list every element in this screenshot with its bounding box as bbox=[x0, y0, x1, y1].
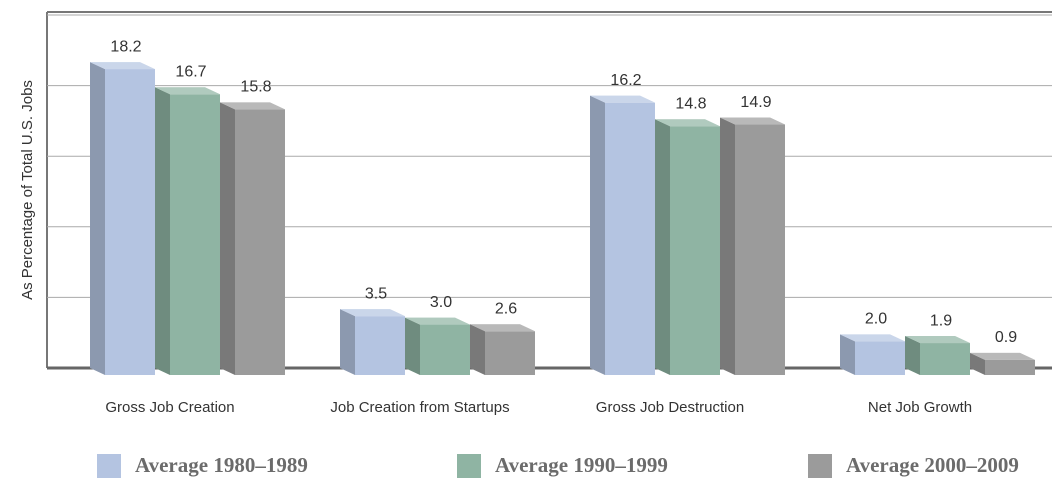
bar-top bbox=[720, 117, 785, 125]
bar-side bbox=[90, 62, 105, 376]
bar bbox=[220, 102, 285, 376]
bar-side bbox=[970, 352, 985, 375]
x-tick-label: Job Creation from Startups bbox=[330, 399, 509, 416]
bar bbox=[470, 324, 535, 375]
bar-top-light bbox=[90, 62, 155, 70]
value-label: 16.2 bbox=[610, 72, 641, 89]
bar-top-light bbox=[970, 352, 1035, 360]
bar-front bbox=[735, 124, 785, 376]
bar bbox=[340, 309, 405, 375]
bar-side bbox=[905, 336, 920, 375]
bar-front bbox=[855, 341, 905, 375]
x-tick-label: Gross Job Destruction bbox=[596, 399, 744, 416]
bar-side-shade bbox=[905, 336, 920, 375]
bar-top bbox=[470, 324, 535, 332]
bar-top-light bbox=[405, 317, 470, 325]
bar bbox=[905, 336, 970, 375]
bar-side bbox=[155, 87, 170, 376]
bar-side-shade bbox=[155, 87, 170, 376]
bar-side-shade bbox=[840, 334, 855, 375]
bar-side-shade bbox=[90, 62, 105, 376]
bar-front bbox=[605, 102, 655, 375]
value-label: 3.5 bbox=[365, 285, 387, 302]
legend-label: Average 2000–2009 bbox=[846, 453, 1019, 477]
bar-top-light bbox=[340, 309, 405, 317]
bar-top-light bbox=[840, 334, 905, 342]
bar-side bbox=[340, 309, 355, 375]
bar-top-light bbox=[720, 117, 785, 125]
legend-swatch bbox=[808, 454, 832, 478]
bar-side-shade bbox=[405, 317, 420, 375]
value-label: 14.8 bbox=[675, 95, 706, 112]
bar-top bbox=[590, 95, 655, 103]
bar-front bbox=[355, 316, 405, 375]
value-label: 18.2 bbox=[110, 38, 141, 55]
bar-top-light bbox=[655, 119, 720, 127]
x-tick-label: Net Job Growth bbox=[868, 399, 972, 416]
legend-label: Average 1980–1989 bbox=[135, 453, 308, 477]
bar bbox=[155, 87, 220, 376]
bar-top bbox=[655, 119, 720, 127]
bar-side-shade bbox=[970, 352, 985, 375]
bar-top-light bbox=[155, 87, 220, 95]
x-tick-label: Gross Job Creation bbox=[105, 399, 234, 416]
bar-side bbox=[220, 102, 235, 376]
bar-side-shade bbox=[655, 119, 670, 375]
bar-front bbox=[670, 126, 720, 375]
legend-label: Average 1990–1999 bbox=[495, 453, 668, 477]
bar-side bbox=[470, 324, 485, 375]
bar-side bbox=[840, 334, 855, 375]
bar-top bbox=[340, 309, 405, 317]
bar-top bbox=[90, 62, 155, 70]
bar bbox=[590, 95, 655, 375]
bar-top-light bbox=[470, 324, 535, 332]
bar-front bbox=[485, 331, 535, 375]
bar-front bbox=[420, 324, 470, 375]
bar-top-light bbox=[590, 95, 655, 103]
value-label: 15.8 bbox=[240, 79, 271, 96]
bar-top bbox=[905, 336, 970, 344]
bar-front bbox=[170, 94, 220, 376]
bar-top-light bbox=[220, 102, 285, 110]
value-label: 1.9 bbox=[930, 312, 952, 329]
bar-top bbox=[220, 102, 285, 110]
bar-top bbox=[405, 317, 470, 325]
value-label: 0.9 bbox=[995, 329, 1017, 346]
value-label: 2.6 bbox=[495, 301, 517, 318]
bar-top bbox=[155, 87, 220, 95]
bar-side-shade bbox=[220, 102, 235, 376]
bar-side bbox=[720, 117, 735, 376]
legend-swatch bbox=[97, 454, 121, 478]
bar-front bbox=[985, 359, 1035, 375]
y-axis-label: As Percentage of Total U.S. Jobs bbox=[19, 80, 36, 300]
legend-swatch bbox=[457, 454, 481, 478]
bar-side bbox=[655, 119, 670, 375]
value-label: 16.7 bbox=[175, 63, 206, 80]
value-label: 2.0 bbox=[865, 311, 887, 328]
bar-top bbox=[970, 352, 1035, 360]
bar-side-shade bbox=[590, 95, 605, 375]
bar bbox=[405, 317, 470, 375]
bar bbox=[655, 119, 720, 375]
bar bbox=[840, 334, 905, 375]
bar bbox=[970, 352, 1035, 375]
bar-side-shade bbox=[340, 309, 355, 375]
bar-top-light bbox=[905, 336, 970, 344]
bar-side bbox=[405, 317, 420, 375]
bar-side-shade bbox=[720, 117, 735, 376]
bar-side-shade bbox=[470, 324, 485, 375]
bar-front bbox=[235, 109, 285, 376]
bar bbox=[90, 62, 155, 376]
bar-front bbox=[105, 69, 155, 376]
value-label: 14.9 bbox=[740, 94, 771, 111]
bar-top bbox=[840, 334, 905, 342]
value-label: 3.0 bbox=[430, 294, 452, 311]
bar-side bbox=[590, 95, 605, 375]
bar bbox=[720, 117, 785, 376]
bar-front bbox=[920, 343, 970, 375]
